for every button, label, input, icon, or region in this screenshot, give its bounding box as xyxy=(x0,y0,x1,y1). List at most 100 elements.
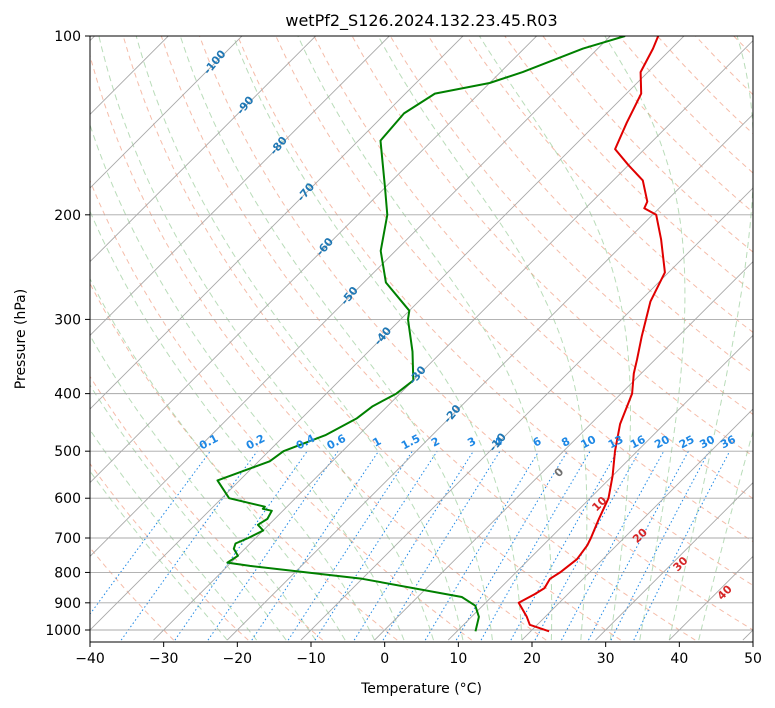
mixing-ratio-line xyxy=(207,450,339,641)
mixing-ratio-line xyxy=(510,450,618,641)
moist-adiabat-line xyxy=(698,429,753,641)
dry-adiabat-line xyxy=(90,547,175,641)
x-tick-label: 40 xyxy=(670,651,688,667)
dry-adiabat-line xyxy=(122,36,621,641)
dry-adiabat-line xyxy=(580,36,753,213)
moist-adiabat-label: 0 xyxy=(552,465,567,480)
isotherm-line xyxy=(153,40,753,641)
y-tick-label: 1000 xyxy=(45,623,81,639)
moist-adiabat-line xyxy=(377,36,588,641)
mixing-ratio-label: 36 xyxy=(718,433,738,452)
dry-adiabat-line xyxy=(427,36,753,374)
series-group xyxy=(216,36,666,633)
moist-adiabat-line xyxy=(135,36,464,641)
mixing-ratio-label: 2 xyxy=(429,435,442,450)
dry-adiabat-line xyxy=(199,36,753,631)
moist-adiabat-line xyxy=(478,36,631,641)
x-tick-label: 50 xyxy=(744,651,762,667)
dry-adiabat-label: -90 xyxy=(234,93,257,117)
mixing-ratio-label: 8 xyxy=(559,435,572,450)
isotherm-line xyxy=(374,261,753,641)
mixing-ratio-line xyxy=(174,450,308,641)
background-lines xyxy=(90,36,753,641)
y-ticks: 100 200 300 400 500 600 700 800 900 1000 xyxy=(45,29,90,639)
moist-adiabat-line xyxy=(179,36,493,641)
isotherm-line xyxy=(90,36,685,631)
dry-adiabat-label: -70 xyxy=(294,180,317,204)
y-tick-label: 700 xyxy=(54,531,81,547)
x-tick-label: 10 xyxy=(449,651,467,667)
dry-adiabat-label: -10 xyxy=(486,430,509,454)
isotherm-line xyxy=(300,187,753,641)
moist-adiabat-line xyxy=(90,384,287,641)
x-tick-label: −30 xyxy=(149,651,179,667)
dry-adiabat-line xyxy=(657,36,753,135)
isotherm-line xyxy=(90,36,317,263)
dry-adiabat-line xyxy=(90,53,547,641)
mixing-ratio-line xyxy=(120,450,258,641)
mixing-ratio-line xyxy=(610,450,710,641)
dry-adiabat-label: -60 xyxy=(313,235,336,259)
isotherm-line xyxy=(90,36,538,484)
mixing-ratio-label: 3 xyxy=(465,435,478,450)
y-tick-label: 500 xyxy=(54,444,81,460)
moist-adiabat-line xyxy=(668,36,753,641)
y-tick-label: 800 xyxy=(54,565,81,581)
mixing-ratio-label: 0.4 xyxy=(294,432,318,453)
mixing-ratio-line xyxy=(251,450,380,641)
mixing-ratio-label: 1.5 xyxy=(399,432,422,453)
moist-adiabat-line xyxy=(90,429,258,641)
dry-adiabat-line xyxy=(733,36,753,57)
isotherm-line xyxy=(521,408,753,641)
dry-adiabat-line xyxy=(695,36,753,96)
moist-adiabat-line xyxy=(98,36,434,641)
mixing-ratio-line xyxy=(455,450,568,641)
moist-adiabat-line xyxy=(90,470,228,641)
moist-adiabat-line xyxy=(232,36,523,641)
y-tick-label: 200 xyxy=(54,208,81,224)
mixing-ratio-line xyxy=(287,450,413,641)
isotherm-line xyxy=(226,113,753,641)
x-tick-label: −20 xyxy=(223,651,253,667)
isotherm-line xyxy=(90,36,390,336)
dry-adiabat-line xyxy=(351,36,753,457)
dry-adiabat-line xyxy=(90,282,398,641)
y-tick-label: 400 xyxy=(54,387,81,403)
x-tick-label: 30 xyxy=(597,651,615,667)
mixing-ratio-label: 25 xyxy=(677,433,697,452)
mixing-ratio-label: 13 xyxy=(606,433,626,452)
isotherm-line xyxy=(595,482,753,641)
dry-adiabat-line xyxy=(275,36,753,543)
dry-adiabat-line xyxy=(313,36,753,500)
dry-adiabat-label: -20 xyxy=(441,402,464,426)
dry-adiabat-line xyxy=(504,36,753,293)
y-tick-label: 100 xyxy=(54,29,81,45)
isotherm-line xyxy=(90,36,464,410)
mixing-ratio-line xyxy=(534,450,640,641)
mixing-ratio-label: 30 xyxy=(697,433,717,452)
x-tick-label: 20 xyxy=(523,651,541,667)
dewpoint-profile-line xyxy=(216,36,626,632)
mixing-ratio-line xyxy=(633,450,731,641)
grid xyxy=(90,36,753,641)
x-axis-label: Temperature (°C) xyxy=(360,681,482,697)
mixing-ratio-label: 20 xyxy=(652,433,672,452)
mixing-ratio-label: 0.1 xyxy=(197,432,220,453)
x-tick-label: −40 xyxy=(75,651,105,667)
dry-adiabat-line xyxy=(90,462,249,641)
moist-adiabat-line xyxy=(90,277,346,641)
moist-adiabat-line xyxy=(604,36,686,641)
mixing-ratio-label: 10 xyxy=(579,433,599,452)
line-labels: 0.1 0.2 0.4 0.6 1 1.5 2 3 4 6 8 10 13 16 20 25 30 36-100-… xyxy=(197,47,738,602)
x-ticks: −40 −30 −20 −10 0 10 20 30 40 50 xyxy=(75,642,762,667)
moist-adiabat-label: 10 xyxy=(589,494,609,514)
dry-adiabat-line xyxy=(90,179,473,641)
moist-adiabat-line xyxy=(90,123,405,641)
dry-adiabat-line xyxy=(160,36,696,641)
x-tick-label: −10 xyxy=(296,651,326,667)
mixing-ratio-label: 1 xyxy=(371,435,384,450)
mixing-ratio-line xyxy=(314,450,438,641)
dry-adiabat-line xyxy=(389,36,753,415)
plot-frame xyxy=(89,35,754,643)
